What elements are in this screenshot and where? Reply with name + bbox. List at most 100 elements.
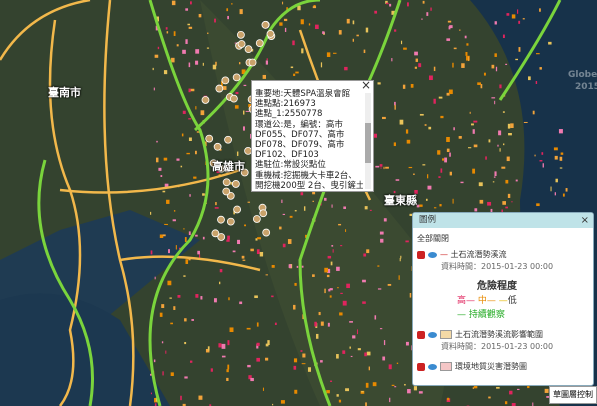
speck bbox=[331, 245, 334, 247]
popup-line: 重機械:挖掘機大卡車2台、 bbox=[255, 170, 357, 181]
shelter-dot[interactable] bbox=[215, 84, 224, 93]
speck bbox=[256, 344, 259, 349]
speck bbox=[207, 346, 210, 351]
speck bbox=[356, 34, 359, 37]
speck bbox=[318, 311, 321, 316]
shelter-dot[interactable] bbox=[237, 40, 246, 48]
speck bbox=[453, 47, 457, 50]
speck bbox=[215, 61, 217, 66]
shelter-dot[interactable] bbox=[262, 228, 271, 237]
speck bbox=[407, 389, 411, 394]
shelter-dot[interactable] bbox=[213, 142, 222, 151]
speck bbox=[558, 129, 563, 134]
speck bbox=[495, 66, 498, 72]
speck bbox=[379, 328, 383, 330]
remove-icon[interactable] bbox=[417, 330, 425, 339]
speck bbox=[366, 351, 371, 356]
speck bbox=[506, 13, 510, 16]
speck bbox=[496, 386, 500, 389]
popup-line: DF078、DF079、高市 bbox=[255, 140, 345, 151]
speck bbox=[522, 18, 525, 20]
popup-line: DF102、DF103 bbox=[255, 150, 319, 161]
speck bbox=[494, 171, 497, 177]
shelter-dot[interactable] bbox=[230, 94, 238, 103]
shelter-dot[interactable] bbox=[231, 180, 240, 188]
speck bbox=[393, 190, 396, 194]
layer-control-button[interactable]: 草圖層控制 bbox=[549, 386, 597, 404]
speck bbox=[406, 2, 409, 7]
speck bbox=[422, 164, 426, 166]
shelter-dot[interactable] bbox=[209, 159, 218, 168]
speck bbox=[410, 83, 414, 88]
speck bbox=[312, 191, 316, 195]
speck bbox=[379, 231, 384, 235]
speck bbox=[560, 152, 564, 155]
close-button[interactable]: × bbox=[360, 78, 371, 92]
speck bbox=[502, 201, 507, 205]
speck bbox=[288, 264, 292, 268]
scrollbar[interactable] bbox=[365, 93, 371, 189]
layer-name: 土石流潛勢溪流影響範圍 bbox=[455, 330, 543, 339]
speck bbox=[472, 387, 474, 389]
remove-icon[interactable] bbox=[417, 362, 425, 371]
shelter-dot[interactable] bbox=[259, 209, 268, 218]
road bbox=[59, 168, 241, 194]
speck bbox=[446, 92, 450, 96]
speck bbox=[382, 356, 386, 361]
shelter-dot[interactable] bbox=[201, 96, 210, 104]
shelter-dot[interactable] bbox=[205, 134, 214, 143]
eye-icon[interactable] bbox=[428, 331, 437, 338]
speck bbox=[490, 208, 493, 213]
shelter-dot[interactable] bbox=[233, 205, 242, 214]
shelter-dot[interactable] bbox=[232, 73, 241, 82]
eye-icon[interactable] bbox=[428, 251, 437, 258]
shelter-dot[interactable] bbox=[226, 217, 235, 226]
speck bbox=[195, 60, 199, 65]
speck bbox=[389, 3, 392, 7]
shelter-dot[interactable] bbox=[223, 164, 231, 173]
shelter-dot[interactable] bbox=[221, 76, 230, 85]
speck bbox=[155, 157, 159, 163]
speck bbox=[188, 62, 191, 68]
shelter-dot[interactable] bbox=[266, 30, 275, 38]
speck bbox=[168, 249, 170, 254]
speck bbox=[213, 298, 217, 303]
speck bbox=[365, 27, 369, 33]
speck bbox=[265, 357, 269, 361]
shelter-dot[interactable] bbox=[224, 135, 232, 144]
shelter-dot[interactable] bbox=[222, 187, 231, 196]
speck bbox=[382, 116, 386, 120]
speck bbox=[340, 292, 343, 295]
shelter-dot[interactable] bbox=[237, 30, 245, 39]
shelter-dot[interactable] bbox=[248, 58, 257, 67]
shelter-dot[interactable] bbox=[261, 20, 270, 29]
shelter-dot[interactable] bbox=[217, 233, 226, 241]
speck bbox=[202, 236, 205, 240]
speck bbox=[472, 168, 476, 174]
speck bbox=[413, 386, 418, 391]
shelter-dot[interactable] bbox=[255, 39, 264, 48]
speck bbox=[363, 253, 367, 257]
eye-icon[interactable] bbox=[428, 363, 437, 370]
shelter-dot[interactable] bbox=[252, 215, 261, 223]
speck bbox=[518, 47, 521, 52]
shelter-dot[interactable] bbox=[240, 168, 249, 177]
speck bbox=[246, 327, 251, 330]
speck bbox=[444, 157, 448, 163]
speck bbox=[491, 64, 495, 69]
speck bbox=[221, 81, 223, 86]
speck bbox=[400, 40, 403, 45]
speck bbox=[166, 199, 170, 204]
speck bbox=[156, 140, 158, 143]
shelter-dot[interactable] bbox=[217, 215, 225, 224]
shelter-dot[interactable] bbox=[244, 45, 253, 54]
remove-icon[interactable] bbox=[417, 250, 425, 259]
close-all[interactable]: 全部關閉 bbox=[417, 234, 449, 243]
speck bbox=[271, 295, 274, 298]
shelter-dot[interactable] bbox=[222, 178, 231, 187]
speck bbox=[499, 84, 502, 89]
shelter-dot[interactable] bbox=[211, 229, 220, 238]
speck bbox=[188, 26, 193, 29]
speck bbox=[391, 384, 395, 386]
close-button[interactable]: × bbox=[580, 215, 589, 226]
